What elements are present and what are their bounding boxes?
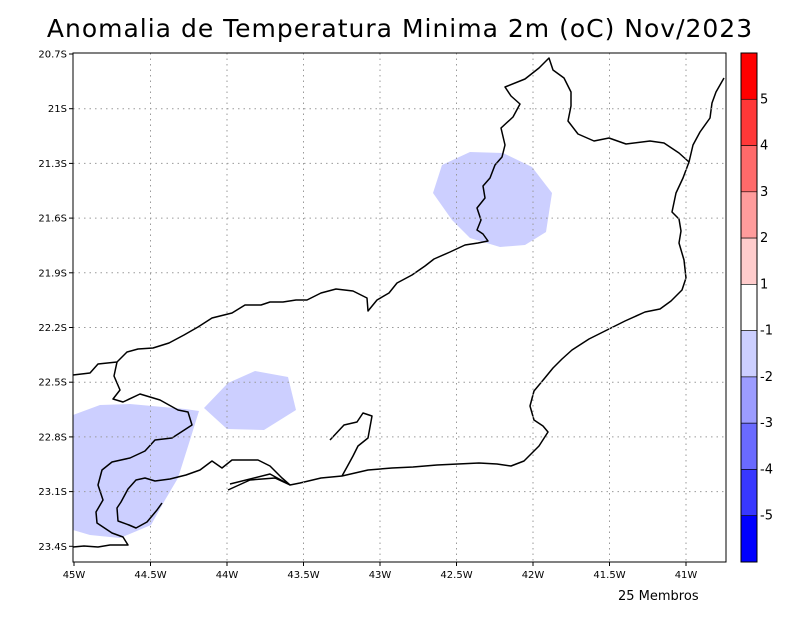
colorbar-segment (740, 98, 758, 146)
axes: 20.7S 21S 21.3S 21.6S 21.9S 22.2S 22.5S 22.8S 23… (38, 50, 727, 581)
state-border-west (72, 361, 193, 548)
anomaly-area-southwest (73, 404, 199, 538)
colorbar-segment (740, 52, 758, 100)
map-frame (72, 52, 727, 563)
colorbar-segment (740, 515, 758, 563)
lon-tick-label: 42W (522, 570, 545, 581)
anomaly-areas (73, 152, 552, 538)
lon-tick-label: 45W (63, 570, 86, 581)
lon-tick-label: 42.5W (440, 570, 472, 581)
lat-tick-label: 22.2S (38, 323, 67, 334)
lon-tick-label: 41W (675, 570, 698, 581)
colorbar-segment (740, 237, 758, 285)
state-border-north (72, 57, 690, 529)
state-border-east-coast (688, 77, 725, 163)
map-title: Anomalia de Temperatura Minima 2m (oC) N… (46, 14, 754, 43)
anomaly-area-central (204, 371, 296, 430)
guanabara-bay (329, 412, 373, 477)
lat-tick-label: 23.1S (38, 487, 67, 498)
colorbar-segment (740, 469, 758, 517)
lat-tick-label: 21.9S (38, 268, 67, 279)
lon-tick-label: 43W (369, 570, 392, 581)
colorbar-label: 1 (760, 277, 768, 292)
colorbar-label: -5 (760, 509, 773, 524)
lon-tick-label: 43.5W (287, 570, 319, 581)
colorbar-label: -2 (760, 370, 773, 385)
colorbar-label: -4 (760, 462, 773, 477)
colorbar-label: 5 (760, 92, 768, 107)
colorbar-label: -3 (760, 416, 773, 431)
colorbar-segment (740, 330, 758, 378)
colorbar-segment (740, 376, 758, 424)
lon-tick-label: 44W (216, 570, 239, 581)
lat-tick-label: 22.5S (38, 378, 67, 389)
colorbar-label: 4 (760, 139, 768, 154)
colorbar-segment (740, 422, 758, 470)
lon-tick-label: 44.5W (134, 570, 166, 581)
lat-tick-label: 23.4S (38, 542, 67, 553)
state-boundaries (72, 57, 725, 548)
lat-tick-label: 21.6S (38, 214, 67, 225)
lat-tick-label: 22.8S (38, 432, 67, 443)
colorbar: 5 4 3 2 1 -1 -2 -3 -4 -5 (740, 52, 773, 563)
colorbar-segment (740, 191, 758, 239)
colorbar-frame (740, 52, 758, 563)
anomaly-area-northeast (433, 152, 552, 247)
colorbar-segment (740, 145, 758, 193)
lat-tick-label: 21S (48, 104, 67, 115)
colorbar-segment (740, 284, 758, 331)
colorbar-label: 3 (760, 185, 768, 200)
lat-tick-label: 21.3S (38, 159, 67, 170)
colorbar-label: -1 (760, 324, 773, 339)
lat-tick-label: 20.7S (38, 50, 67, 61)
colorbar-label: 2 (760, 231, 768, 246)
members-label: 25 Membros (618, 589, 699, 604)
lon-tick-label: 41.5W (593, 570, 625, 581)
sepetiba-bay (227, 473, 291, 491)
